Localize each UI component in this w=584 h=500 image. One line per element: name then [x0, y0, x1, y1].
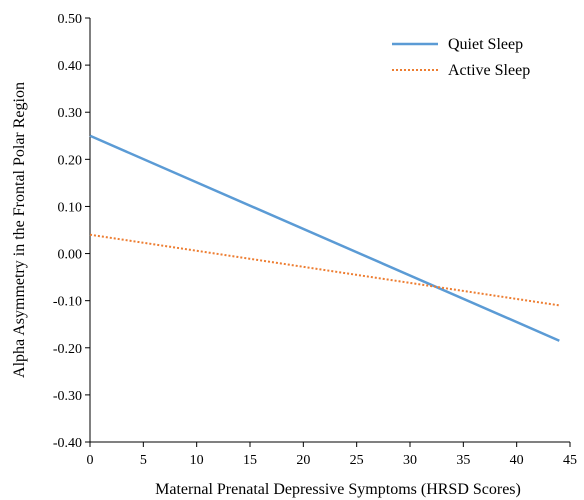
y-axis-ticks: 0.50 0.40 0.30 0.20 0.10 0.00 -0.10 -0.20 -0.30 -…: [53, 12, 90, 451]
y-tick-label: 0.20: [58, 153, 83, 168]
legend-label: Quiet Sleep: [448, 36, 523, 53]
y-tick-label: 0.10: [58, 200, 83, 215]
series-line-quiet-sleep: [89, 134, 560, 342]
y-tick-label: 0.00: [58, 248, 83, 263]
y-tick-label: -0.40: [53, 436, 82, 451]
x-tick-label: 30: [403, 453, 417, 468]
legend-label: Active Sleep: [448, 62, 530, 79]
x-tick-label: 35: [456, 453, 470, 468]
x-axis-ticks: 0 5 10 15 20 25 30 35 40 45: [87, 442, 577, 468]
x-tick-label: 5: [140, 453, 147, 468]
series-lines: [89, 134, 560, 342]
x-tick-label: 25: [350, 453, 364, 468]
y-tick-label: -0.30: [53, 389, 82, 404]
y-tick-label: -0.10: [53, 295, 82, 310]
x-tick-label: 0: [87, 453, 94, 468]
y-tick-label: -0.20: [53, 342, 82, 357]
y-tick-label: 0.50: [58, 12, 83, 27]
x-tick-label: 15: [243, 453, 257, 468]
x-tick-label: 20: [296, 453, 310, 468]
y-tick-label: 0.30: [58, 106, 83, 121]
x-tick-label: 40: [510, 453, 524, 468]
x-axis-title: Maternal Prenatal Depressive Symptoms (H…: [155, 481, 521, 498]
y-axis-title: Alpha Asymmetry in the Frontal Polar Reg…: [11, 82, 28, 378]
y-tick-label: 0.40: [58, 59, 83, 74]
legend: Quiet Sleep Active Sleep: [392, 36, 530, 79]
x-tick-label: 45: [563, 453, 577, 468]
x-tick-label: 10: [190, 453, 204, 468]
series-line-active-sleep: [89, 233, 560, 307]
